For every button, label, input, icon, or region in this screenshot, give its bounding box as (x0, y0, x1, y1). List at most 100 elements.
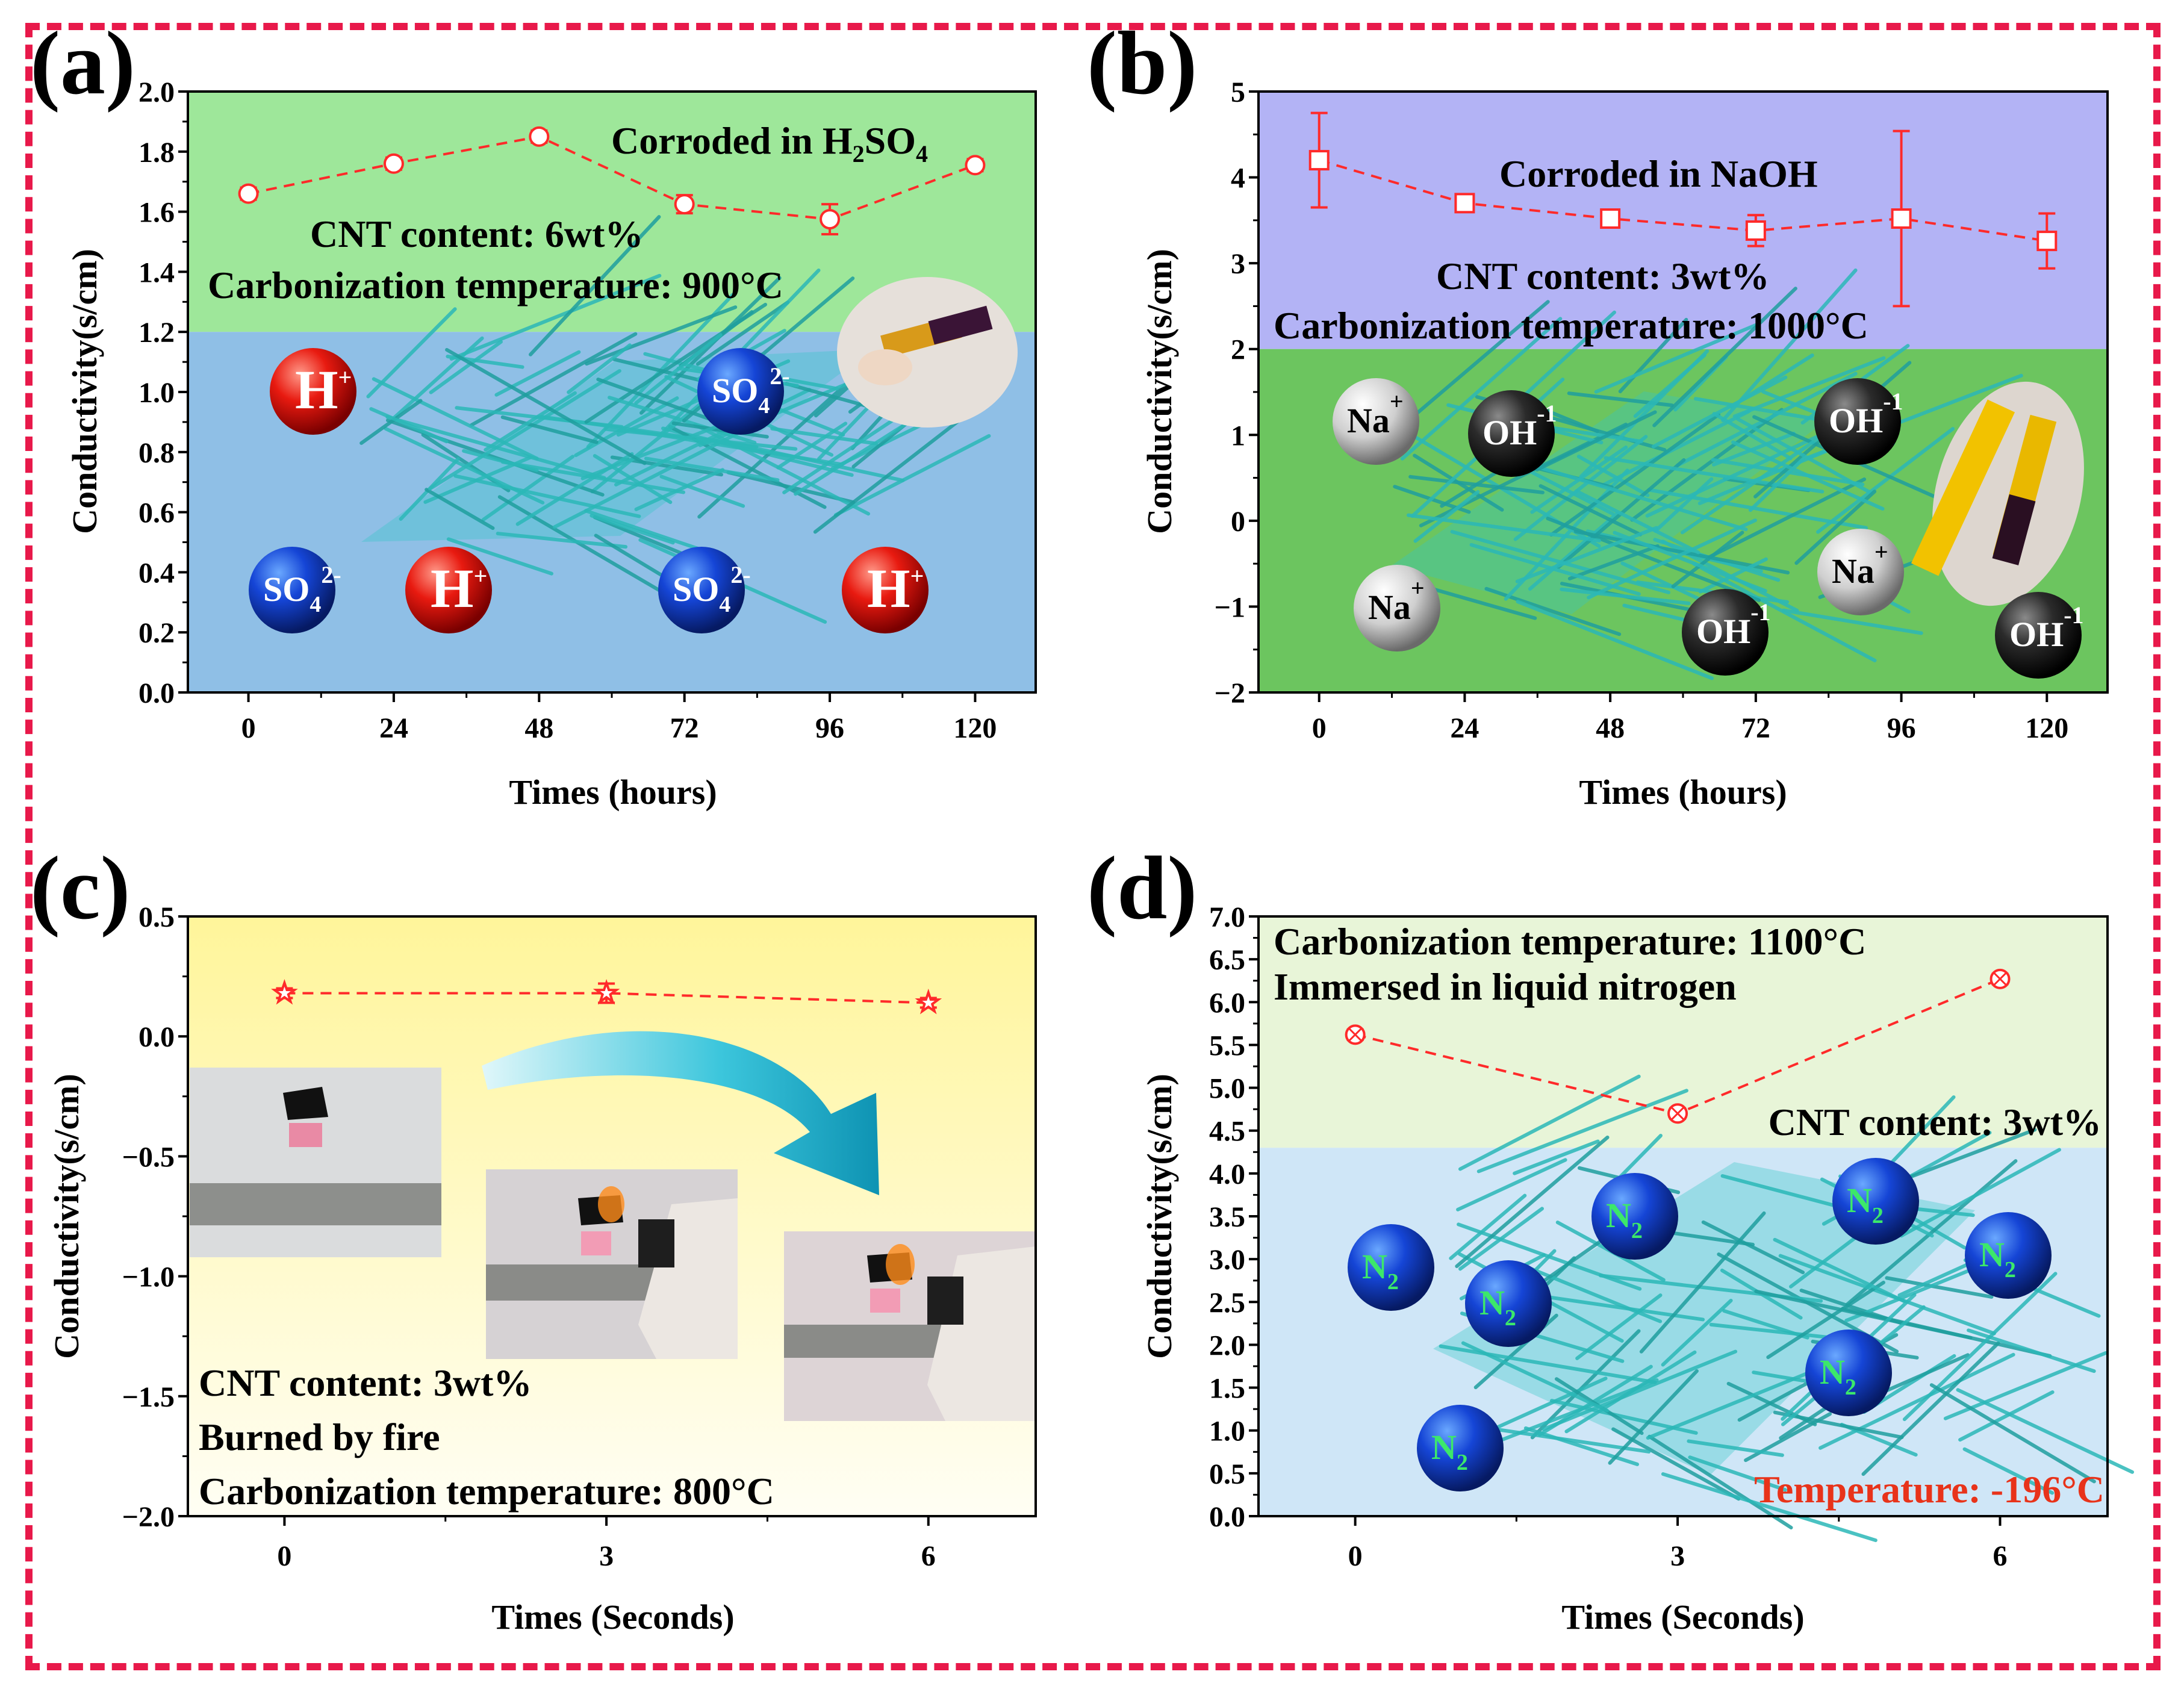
y-tick-label: 5.0 (1209, 1073, 1245, 1105)
panel-c-ylabel: Conductivity(s/cm) (47, 1074, 86, 1359)
y-tick-label: −1 (1215, 591, 1245, 623)
ion-sphere: H+ (270, 348, 356, 435)
panel-a-ylabel: Conductivity(s/cm) (65, 249, 104, 534)
y-tick-label: 5.5 (1209, 1030, 1245, 1062)
data-point (1745, 220, 1766, 241)
x-tick-label: 0 (241, 712, 256, 744)
ion-sphere: N2 (1805, 1329, 1892, 1416)
ion-label: N2 (1979, 1235, 2016, 1283)
x-tick-label: 3 (1670, 1540, 1685, 1572)
x-tick-label: 120 (2025, 712, 2068, 744)
panel-a-series (238, 126, 986, 236)
y-tick-label: 5 (1231, 76, 1245, 108)
ion-sphere: N2 (1465, 1260, 1552, 1347)
y-tick-label: 0.6 (138, 497, 175, 529)
marker-cross (1993, 972, 2007, 986)
y-tick-label: 0.0 (138, 677, 175, 709)
ion-ball (658, 547, 745, 633)
y-tick-label: 2.5 (1209, 1287, 1245, 1319)
ion-ball (1468, 390, 1555, 477)
x-tick-label: 0 (1312, 712, 1327, 744)
y-tick-label: −1.0 (122, 1261, 175, 1293)
ion-sphere: SO42- (658, 547, 751, 633)
data-point (2036, 231, 2058, 252)
y-tick-label: 7.0 (1209, 901, 1245, 933)
y-tick-label: −0.5 (122, 1141, 175, 1173)
data-point (593, 978, 620, 1005)
ion-sphere: H+ (842, 547, 929, 633)
data-point (674, 194, 695, 215)
y-tick-label: 0.4 (138, 557, 175, 589)
panel-b-series (1308, 111, 2058, 308)
panel-d-immersed: Immersed in liquid nitrogen (1274, 965, 1737, 1008)
ion-sphere: Na+ (1333, 378, 1419, 465)
y-tick-label: 3.0 (1209, 1244, 1245, 1276)
y-tick-label: 0.5 (1209, 1458, 1245, 1490)
y-tick-label: 1.6 (138, 197, 175, 229)
ion-ball (1832, 1158, 1919, 1245)
ion-ball (249, 547, 335, 633)
ion-label: N2 (1847, 1181, 1884, 1228)
y-tick-label: 1.4 (138, 257, 175, 288)
ion-label: N2 (1479, 1283, 1516, 1331)
data-point (383, 153, 404, 174)
ion-sphere: Na+ (1817, 529, 1904, 615)
panel-b-illustration (1391, 268, 2084, 680)
ion-sphere: H+ (405, 547, 492, 633)
background-top (1258, 92, 2108, 349)
ion-ball (1354, 565, 1440, 652)
ion-label: Na+ (1832, 538, 1888, 591)
data-point (915, 988, 942, 1015)
panel-c-xlabel: Times (Seconds) (491, 1597, 734, 1637)
ion-label: SO42- (712, 362, 790, 418)
panel-c-cnt-content: CNT content: 3wt% (199, 1361, 532, 1404)
y-tick-label: 0 (1231, 506, 1245, 538)
ion-ball (842, 547, 929, 633)
data-point (965, 155, 986, 176)
x-tick-label: 24 (379, 712, 408, 744)
ion-ball (270, 348, 356, 435)
ion-label: N2 (1362, 1247, 1399, 1295)
x-tick-label: 120 (953, 712, 997, 744)
y-tick-label: 1.8 (138, 137, 175, 169)
data-point (529, 126, 550, 147)
x-tick-label: 6 (1993, 1540, 2008, 1572)
ion-sphere: OH-1 (1995, 592, 2084, 679)
y-tick-label: 6.5 (1209, 944, 1245, 976)
panel-d-temperature: Temperature: -196°C (1754, 1468, 2105, 1511)
y-tick-label: −2.0 (122, 1501, 175, 1533)
burn-photo-3 (784, 1231, 1036, 1421)
ion-sphere: N2 (1591, 1173, 1678, 1260)
y-tick-label: 4.5 (1209, 1116, 1245, 1148)
ion-label: SO42- (673, 561, 751, 617)
ion-sphere: N2 (1965, 1212, 2052, 1299)
series-line (1319, 159, 2047, 243)
panel-b-xlabel: Times (hours) (1579, 773, 1787, 812)
ion-sphere: SO42- (249, 547, 341, 633)
ion-label: H+ (867, 558, 924, 619)
y-tick-label: 3.5 (1209, 1201, 1245, 1233)
ion-ball (1682, 589, 1769, 676)
y-tick-label: 0.5 (138, 901, 175, 933)
x-tick-label: 48 (524, 712, 553, 744)
ion-ball (1995, 592, 2082, 679)
ion-sphere: OH-1 (1814, 378, 1903, 465)
panel-b-axes: −2 −1 0 1 2 3 4 5 0 24 48 72 96 120 (1215, 76, 2109, 744)
ion-ball (1417, 1405, 1504, 1491)
panel-c-carbonization: Carbonization temperature: 800°C (199, 1470, 774, 1513)
y-tick-label: 0.0 (1209, 1501, 1245, 1533)
background-bottom (1258, 1148, 2108, 1516)
data-point (271, 978, 298, 1005)
ion-label: OH-1 (1829, 388, 1903, 440)
sample-photo (1911, 381, 2084, 606)
ion-ball (405, 547, 492, 633)
panel-d-axes: 0.0 0.5 1.0 1.5 2.0 2.5 3.0 3.5 4.0 4.5 5.0 5.5 6.0 6… (1209, 901, 2109, 1572)
ion-sphere: OH-1 (1468, 390, 1557, 477)
panel-c: −2.0 −1.5 −1.0 −0.5 0.0 0.5 0 3 6 CNT content: 3… (30, 838, 1037, 1637)
panel-b-ions: Na+ OH-1 OH-1 Na+ Na+ OH-1 OH-1 (1333, 378, 2084, 679)
data-point (1600, 208, 1621, 229)
panel-a: H+ SO42- SO42- H+ SO42- H+ 0.0 0.2 0.4 0.6 0.8 1.0… (30, 13, 1037, 812)
ion-sphere: Na+ (1354, 565, 1440, 652)
panel-d-ylabel: Conductivity(s/cm) (1140, 1074, 1179, 1359)
ion-sphere: N2 (1417, 1405, 1504, 1491)
